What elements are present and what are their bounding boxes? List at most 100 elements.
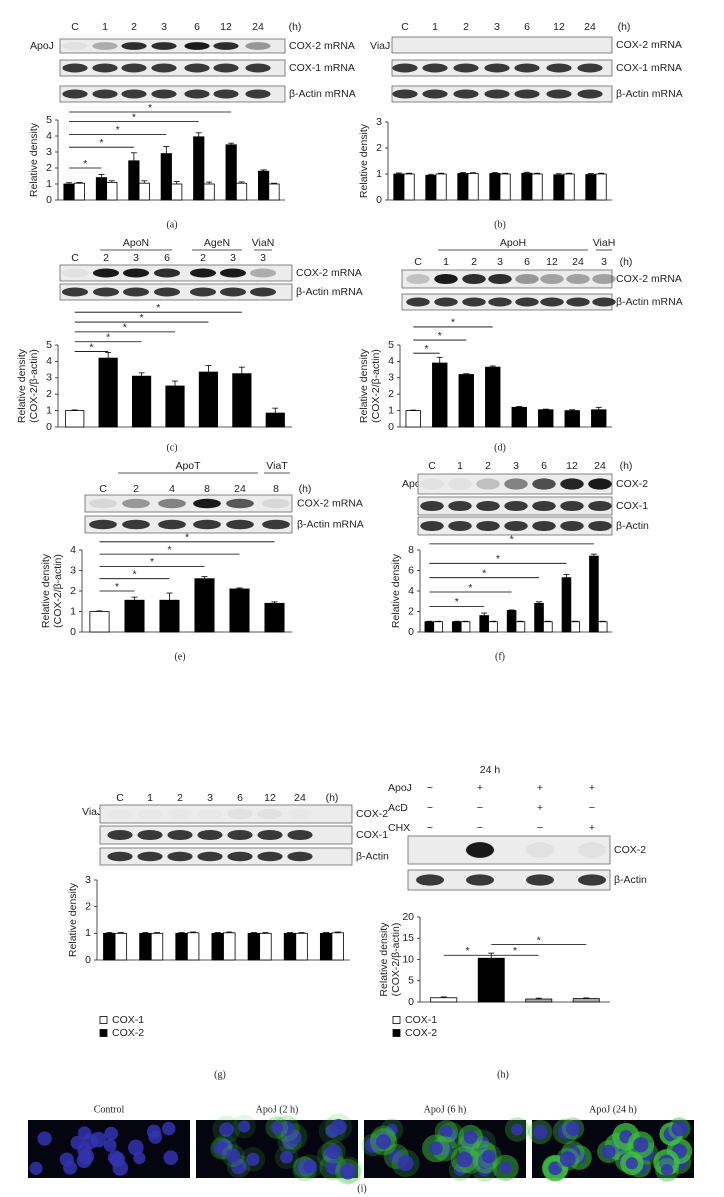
lane-label: C	[414, 256, 422, 268]
y-tick-label: 4	[70, 544, 76, 556]
gel-band	[540, 297, 564, 307]
y-tick-label: 0	[388, 421, 394, 433]
y-tick-label: 2	[46, 388, 52, 400]
lane-label: C	[428, 460, 436, 472]
lane-label: 12	[264, 792, 276, 804]
y-tick-label: 3	[388, 372, 394, 384]
nucleus	[280, 1150, 293, 1164]
bar	[259, 932, 272, 961]
significance-mark: *	[424, 343, 428, 355]
gel-band	[219, 268, 247, 278]
gel-row-label: COX-2 mRNA	[297, 497, 363, 509]
gel-row-label: COX-1 mRNA	[616, 62, 682, 74]
gel-strip	[407, 835, 611, 865]
gel-band	[592, 297, 616, 307]
gel-band	[92, 89, 118, 99]
lane-label: 3	[494, 21, 500, 33]
gel-band	[540, 273, 564, 285]
lane-label: 2	[177, 792, 183, 804]
lane-label: 3	[260, 252, 266, 264]
significance-mark: *	[438, 330, 442, 342]
gel-row-label: β-Actin	[614, 874, 647, 886]
y-tick-label: 0	[408, 996, 414, 1008]
y-tick-label: 0	[46, 421, 52, 433]
condition-sign: −	[427, 822, 433, 834]
bar	[128, 160, 140, 201]
gel-band	[122, 498, 150, 509]
gel-band	[406, 297, 430, 307]
nucleus	[37, 1131, 52, 1146]
y-tick-label: 0	[85, 954, 91, 966]
nucleus	[671, 1120, 688, 1137]
bar	[572, 998, 600, 1003]
lane-label: 1	[147, 792, 153, 804]
gel-band	[92, 63, 118, 73]
gel-band	[262, 519, 290, 530]
bar	[265, 412, 285, 428]
legend-label: COX-2	[112, 1027, 144, 1039]
gel-band	[213, 89, 239, 99]
bar	[198, 371, 219, 428]
bar	[433, 621, 443, 633]
significance-mark: *	[140, 312, 144, 324]
panel-caption: (c)	[166, 442, 177, 453]
y-tick-label: 2	[388, 388, 394, 400]
gel-band	[515, 297, 539, 307]
bar	[595, 173, 607, 201]
y-tick-label: 8	[408, 544, 414, 556]
y-tick-label: 6	[408, 564, 414, 576]
bar	[89, 611, 110, 633]
gel-band	[226, 498, 254, 509]
gel-band	[184, 63, 210, 73]
nucleus	[340, 1163, 356, 1180]
y-tick-label: 3	[85, 874, 91, 886]
nucleus	[77, 1126, 92, 1140]
nucleus	[548, 1161, 563, 1176]
lane-label: 2	[133, 483, 139, 495]
bar	[432, 362, 448, 428]
group-label: ApoT	[175, 460, 201, 472]
micrograph	[361, 1117, 530, 1182]
bar	[543, 621, 553, 633]
condition-sign: −	[477, 802, 483, 814]
nucleus	[214, 1141, 229, 1156]
gel-band	[488, 297, 512, 307]
significance-mark: *	[185, 532, 189, 544]
condition-sign: −	[589, 802, 595, 814]
lane-label: 2	[200, 252, 206, 264]
lane-label: 3	[207, 792, 213, 804]
bar	[194, 578, 215, 633]
lane-label: 6	[237, 792, 243, 804]
nucleus	[246, 1152, 260, 1166]
significance-mark: *	[455, 596, 459, 608]
gel-band	[189, 287, 217, 297]
bar	[451, 621, 462, 633]
bar	[591, 409, 607, 428]
gel-band	[92, 42, 118, 50]
bar	[283, 932, 297, 961]
lane-label: 3	[601, 256, 607, 268]
gel-band	[61, 287, 89, 297]
nucleus	[660, 1163, 674, 1177]
gel-band	[420, 520, 444, 532]
bar	[264, 602, 285, 633]
lane-label: 1	[102, 21, 108, 33]
image-label: ApoJ (24 h)	[589, 1104, 637, 1115]
gel-row-label: COX-2 mRNA	[296, 267, 362, 279]
bar	[235, 182, 248, 201]
y-tick-label: 2	[70, 585, 76, 597]
lane-unit: (h)	[326, 792, 339, 804]
bar	[171, 183, 183, 201]
significance-mark: *	[167, 544, 171, 556]
nucleus	[109, 1151, 126, 1168]
significance-mark: *	[451, 317, 455, 329]
gel-row-label: COX-2	[614, 844, 646, 856]
nucleus	[625, 1157, 639, 1170]
gel-band	[466, 874, 494, 886]
y-tick-label: 2	[85, 900, 91, 912]
gel-band	[121, 42, 147, 50]
gel-band	[287, 809, 312, 819]
gel-band	[588, 500, 612, 512]
bar	[393, 173, 405, 201]
